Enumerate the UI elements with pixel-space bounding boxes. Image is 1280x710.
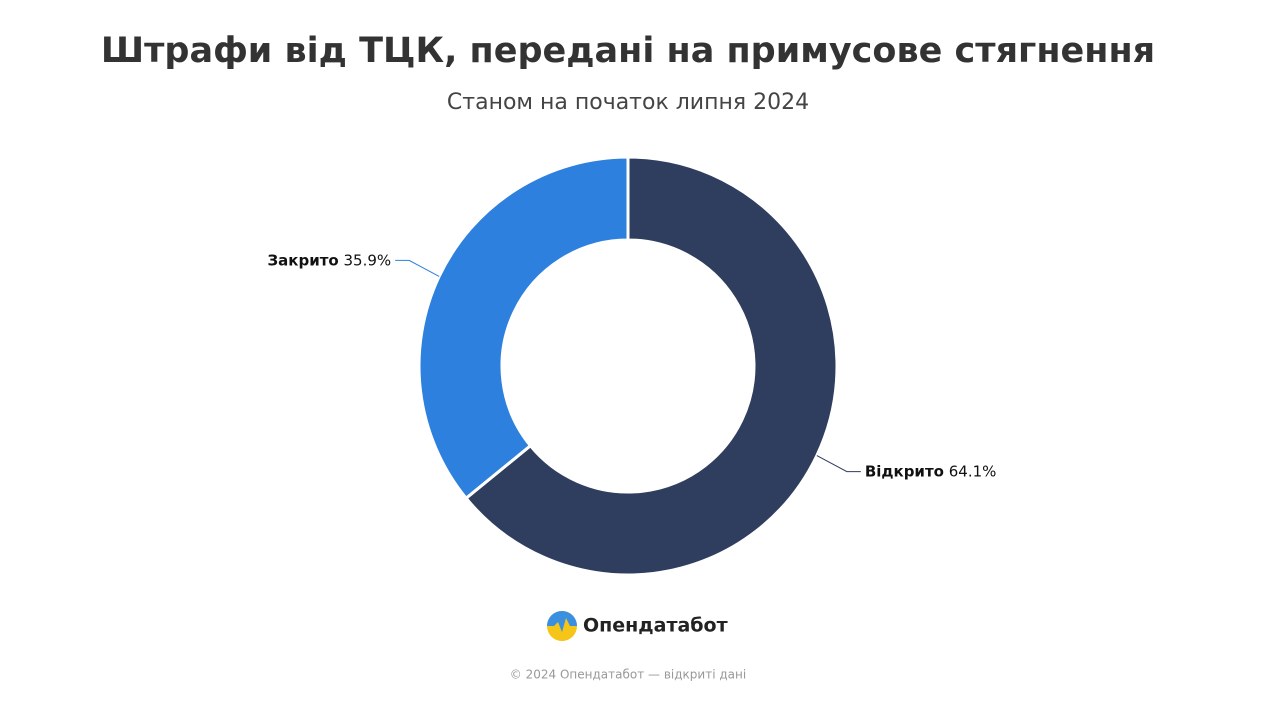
brand-name: Опендатабот xyxy=(583,615,728,637)
brand-logo xyxy=(547,611,577,641)
donut: Відкрито 64.1% Закрито 35.9% xyxy=(268,155,997,577)
slice-value: 64.1% xyxy=(949,462,997,480)
slice-name: Відкрито xyxy=(865,462,944,480)
slice-label: Закрито 35.9% xyxy=(268,251,392,269)
chart-title: Штрафи від ТЦК, передані на примусове ст… xyxy=(101,31,1155,71)
leader-line xyxy=(395,259,440,277)
slice-value: 35.9% xyxy=(344,251,392,269)
donut-slice xyxy=(417,155,630,500)
leader-line xyxy=(816,455,861,473)
slice-label: Відкрито 64.1% xyxy=(865,462,997,480)
chart-subtitle: Станом на початок липня 2024 xyxy=(447,90,809,115)
slice-name: Закрито xyxy=(268,251,339,269)
footer: © 2024 Опендатабот — відкриті дані xyxy=(510,668,746,682)
donut-slice xyxy=(464,155,839,577)
